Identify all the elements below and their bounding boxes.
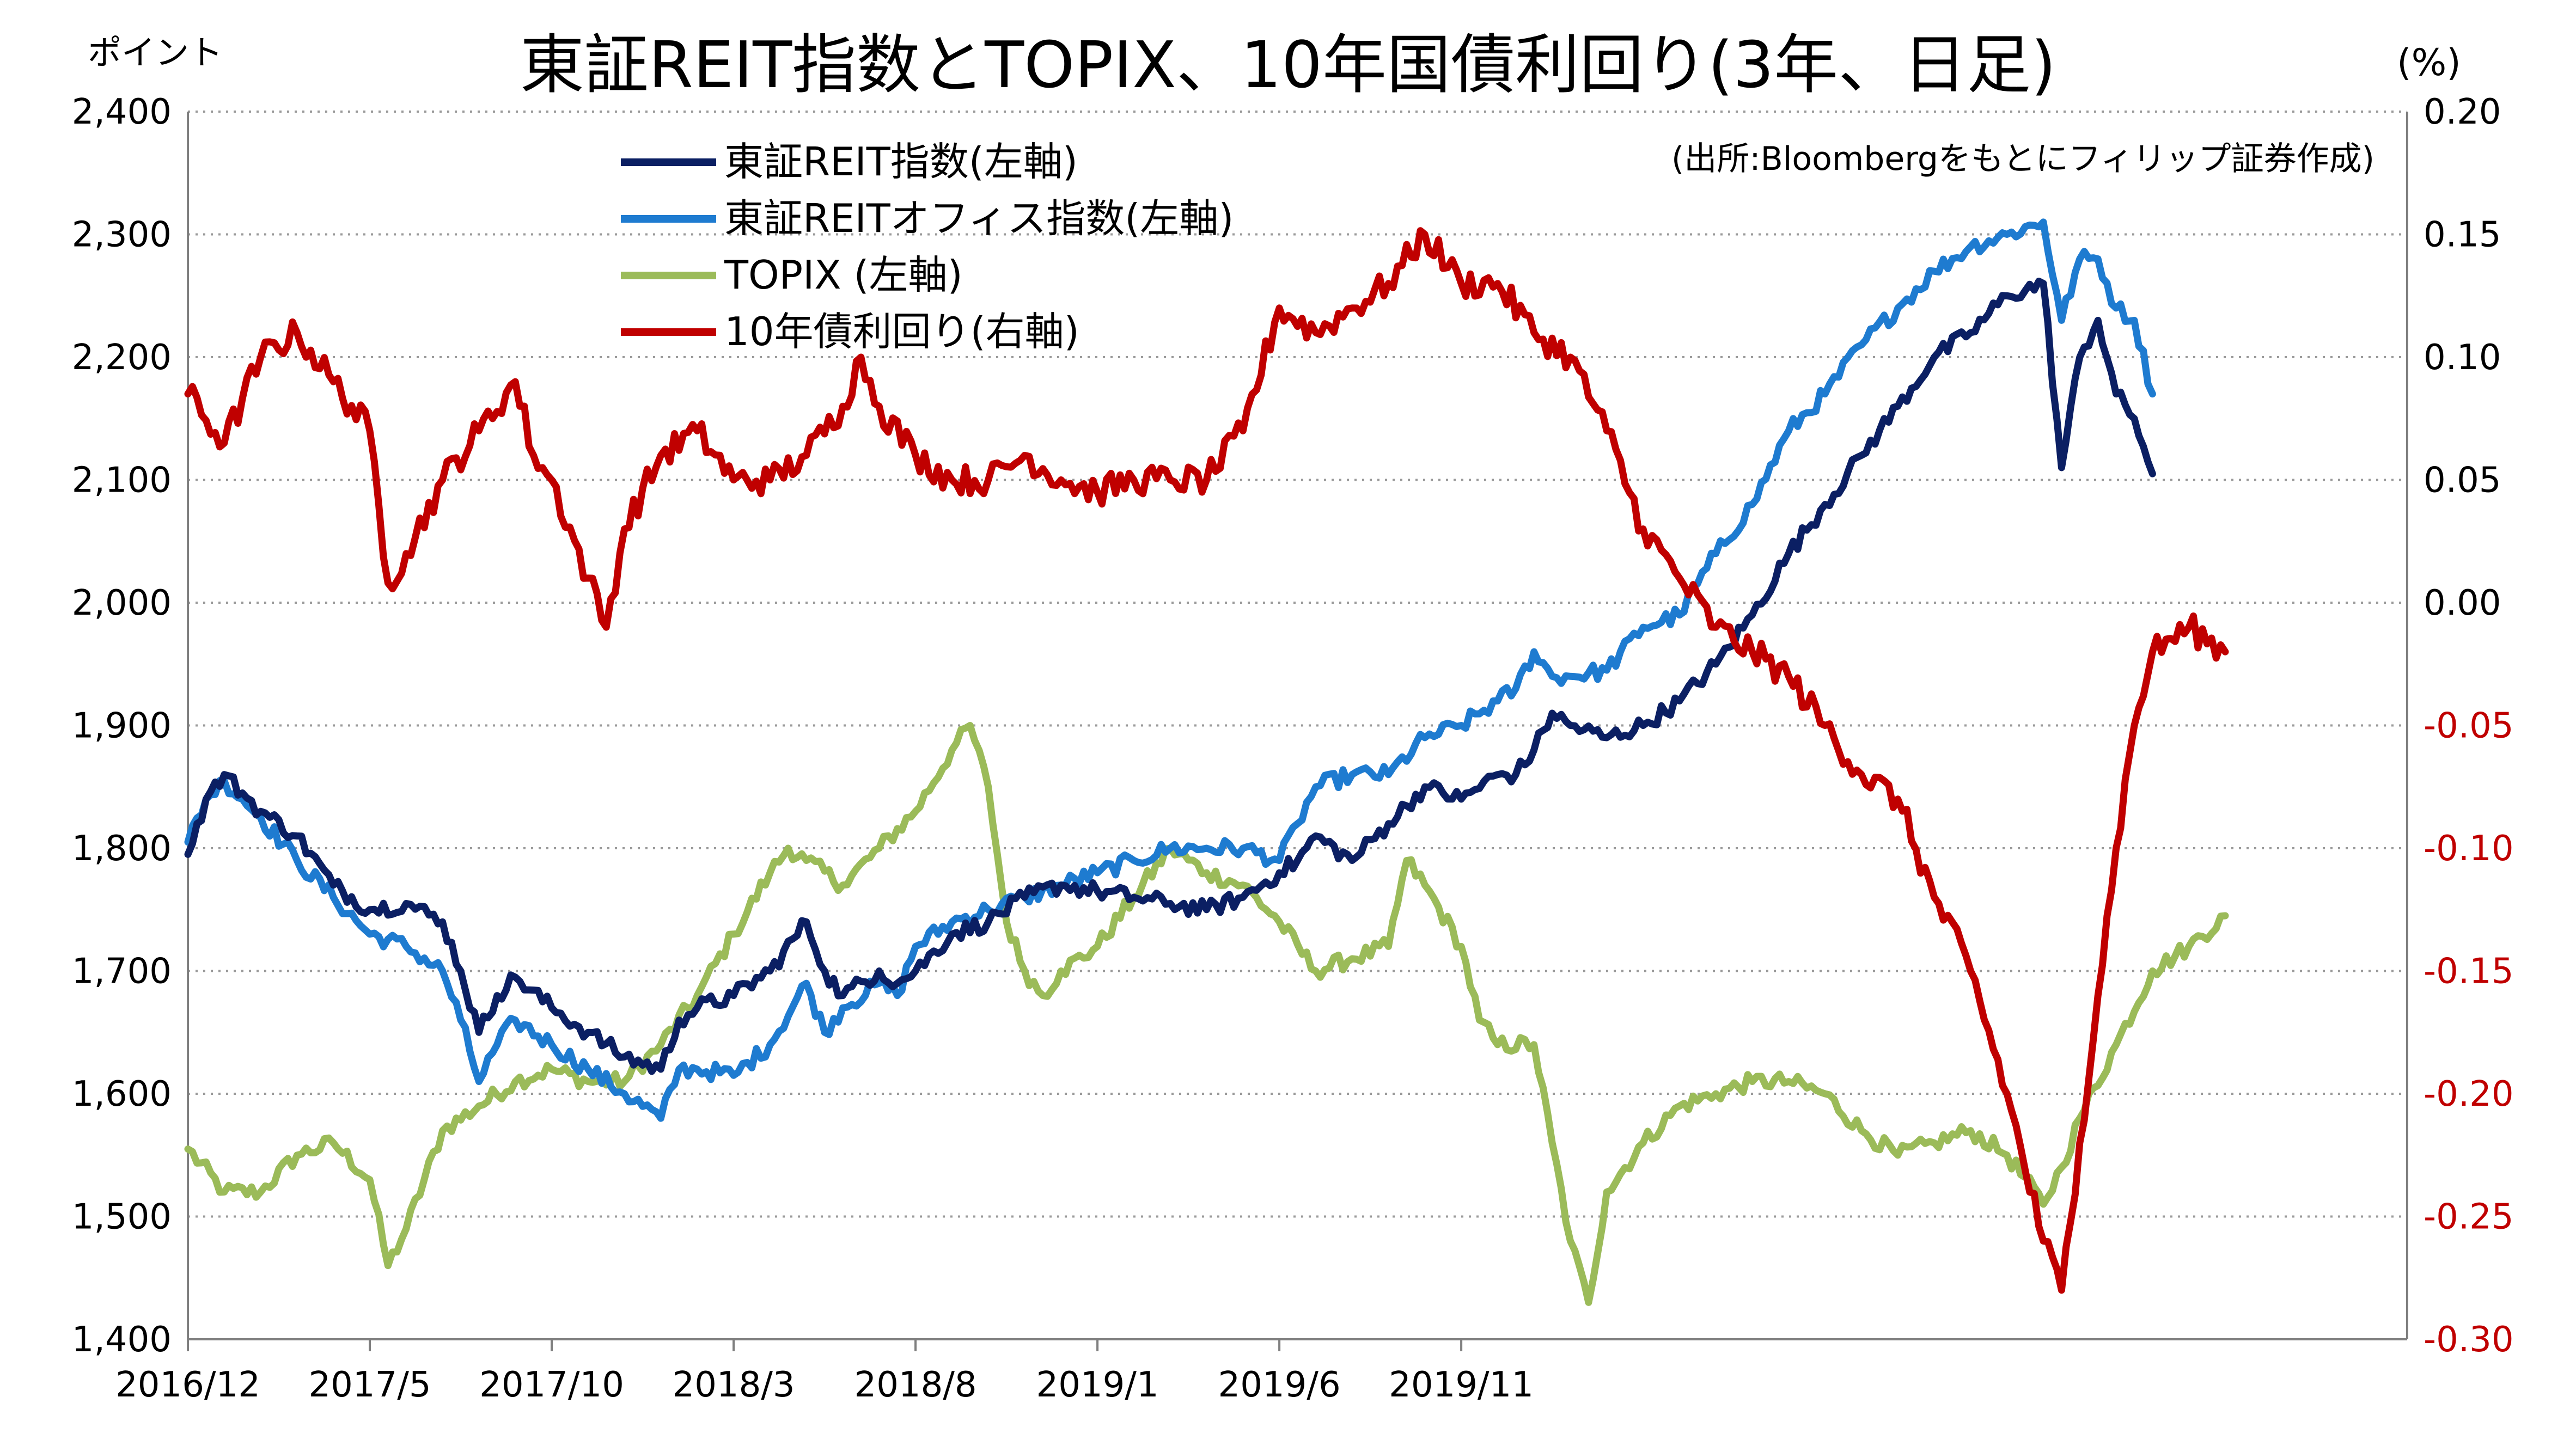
- x-tick-label: 2018/3: [672, 1365, 795, 1405]
- left-axis-unit: ポイント: [88, 33, 223, 72]
- left-tick-label: 1,600: [72, 1074, 172, 1114]
- series-line-3: [184, 227, 2229, 1294]
- x-tick-label: 2017/5: [308, 1365, 431, 1405]
- legend: 東証REIT指数(左軸) 東証REITオフィス指数(左軸) TOPIX (左軸) 10…: [621, 139, 1234, 354]
- right-tick-label: -0.30: [2424, 1320, 2514, 1360]
- legend-label: 東証REITオフィス指数(左軸): [724, 195, 1234, 241]
- chart-title: 東証REIT指数とTOPIX、10年国債利回り(3年、日足): [520, 27, 2056, 102]
- right-tick-label: -0.20: [2424, 1074, 2514, 1114]
- right-tick-label: -0.25: [2424, 1197, 2514, 1237]
- right-axis-unit: (%): [2397, 41, 2461, 84]
- left-tick-label: 1,400: [72, 1320, 172, 1360]
- gridlines: [187, 111, 2408, 1340]
- right-tick-label: -0.05: [2424, 706, 2514, 746]
- legend-label: 東証REIT指数(左軸): [724, 139, 1078, 185]
- series-lines: [184, 218, 2229, 1306]
- left-tick-label: 1,900: [72, 706, 172, 746]
- series-line-2: [184, 722, 2229, 1306]
- right-tick-label: -0.15: [2424, 952, 2514, 992]
- x-tick-label: 2016/12: [115, 1365, 260, 1405]
- source-note: (出所:Bloombergをもとにフィリップ証券作成): [1671, 140, 2374, 178]
- right-tick-label: 0.15: [2424, 215, 2501, 255]
- right-tick-label: 0.20: [2424, 92, 2501, 132]
- left-tick-label: 1,700: [72, 952, 172, 992]
- legend-label: TOPIX (左軸): [724, 252, 963, 298]
- left-tick-label: 2,100: [72, 461, 172, 501]
- left-tick-label: 2,200: [72, 338, 172, 378]
- left-tick-label: 2,400: [72, 92, 172, 132]
- series-line-0: [184, 278, 2156, 1075]
- right-tick-label: 0.05: [2424, 461, 2501, 501]
- right-tick-label: 0.00: [2424, 583, 2501, 623]
- x-tick-label: 2017/10: [479, 1365, 624, 1405]
- legend-label: 10年債利回り(右軸): [724, 309, 1079, 354]
- left-tick-label: 1,800: [72, 829, 172, 869]
- x-tick-label: 2019/6: [1218, 1365, 1341, 1405]
- x-tick-label: 2018/8: [854, 1365, 976, 1405]
- left-tick-label: 1,500: [72, 1197, 172, 1237]
- left-tick-label: 2,000: [72, 583, 172, 623]
- x-tick-label: 2019/11: [1389, 1365, 1534, 1405]
- series-line-1: [184, 218, 2156, 1122]
- axis-ticks: 1,400 1,500 1,600 1,700 1,800 1,900 2,000 2,100…: [72, 92, 2514, 1405]
- right-tick-label: -0.10: [2424, 829, 2514, 869]
- left-tick-label: 2,300: [72, 215, 172, 255]
- right-tick-label: 0.10: [2424, 338, 2501, 378]
- x-tick-label: 2019/1: [1036, 1365, 1159, 1405]
